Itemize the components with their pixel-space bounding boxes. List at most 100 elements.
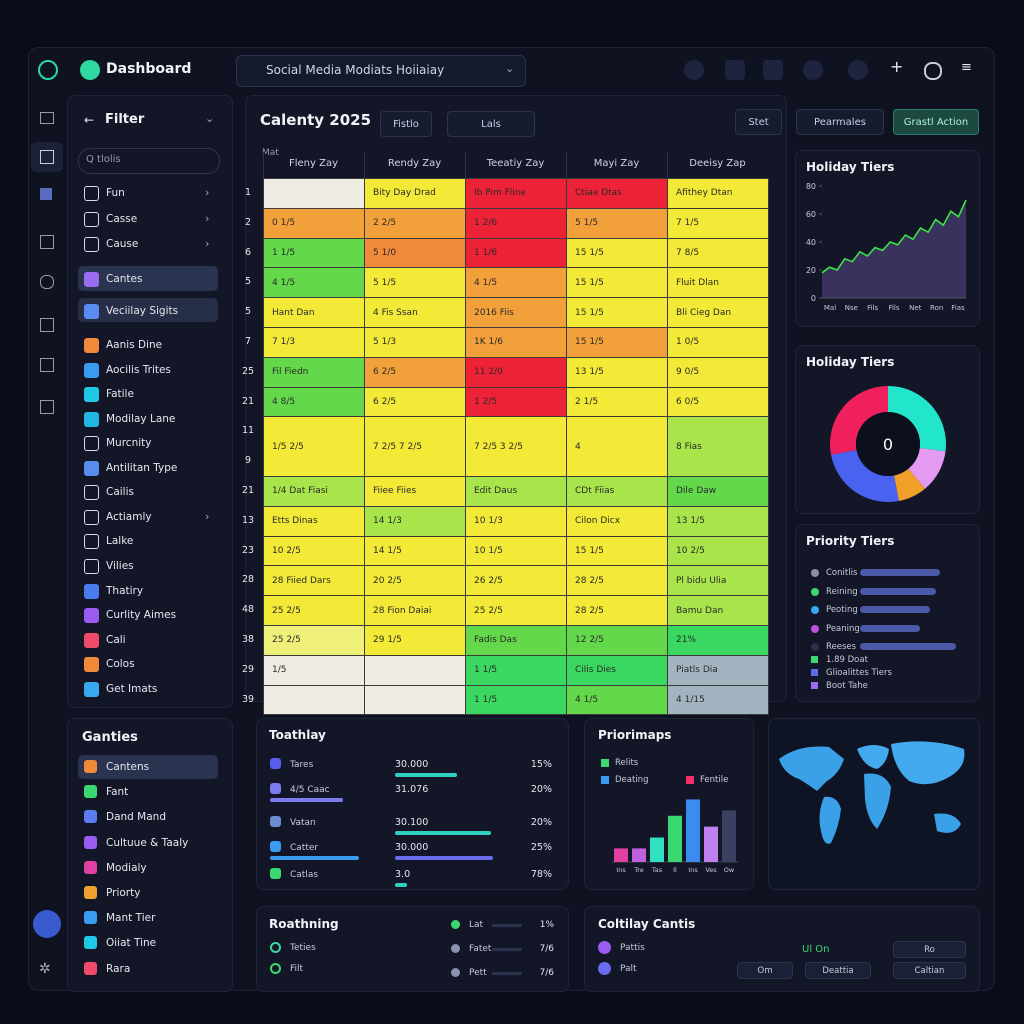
calendar-cell[interactable]: Cilon Dicx — [566, 505, 668, 537]
settings-icon[interactable]: ✲ — [39, 961, 51, 977]
header-icon[interactable] — [803, 60, 823, 80]
chip[interactable]: Om — [737, 962, 793, 979]
calendar-cell[interactable]: 28 2/5 — [566, 595, 668, 626]
filter-item[interactable]: Fun — [106, 187, 125, 199]
calendar-cell[interactable]: 21% — [667, 625, 769, 656]
calendar-cell[interactable]: Bli Cieg Dan — [667, 297, 769, 328]
filter-item[interactable]: Colos — [106, 658, 135, 671]
header-icon[interactable] — [763, 60, 783, 80]
header-icon[interactable] — [725, 60, 745, 80]
ganties-item[interactable]: Fant — [106, 786, 129, 799]
calendar-cell[interactable]: Fiiee Fiies — [364, 476, 466, 507]
filter-item[interactable]: Thatiry — [106, 584, 144, 597]
selected-row[interactable] — [78, 755, 218, 779]
calendar-cell[interactable]: 25 2/5 — [263, 625, 365, 656]
filter-item[interactable]: Vilies — [106, 559, 134, 572]
rail-icon[interactable] — [40, 112, 54, 124]
calendar-cell[interactable]: 5 1/0 — [364, 237, 466, 269]
calendar-cell[interactable]: 10 1/3 — [465, 505, 567, 537]
filter-item[interactable]: Casse — [106, 212, 138, 225]
rail-icon[interactable] — [40, 358, 54, 372]
filter-item[interactable]: Cailis — [106, 486, 134, 499]
calendar-cell[interactable]: 1 1/6 — [465, 237, 567, 269]
calendar-cell[interactable]: Pl bidu Ulia — [667, 565, 769, 597]
calendar-cell[interactable]: 13 1/5 — [566, 356, 668, 388]
calendar-cell[interactable]: 15 1/5 — [566, 267, 668, 299]
calendar-cell[interactable] — [263, 178, 365, 209]
calendar-cell[interactable]: 9 0/5 — [667, 356, 769, 388]
search-box[interactable] — [78, 148, 220, 174]
calendar-cell[interactable]: 10 2/5 — [263, 535, 365, 567]
calendar-cell[interactable]: 7 2/5 3 2/5 — [465, 416, 567, 477]
filter-item[interactable]: Actiamly — [106, 510, 152, 523]
filter-item[interactable]: Get Imats — [106, 682, 158, 695]
item-arrow[interactable]: › — [205, 186, 210, 199]
calendar-cell[interactable]: 1/4 Dat Fiasi — [263, 476, 365, 507]
calendar-cell[interactable]: Fluit Dlan — [667, 267, 769, 299]
calendar-cell[interactable] — [364, 684, 466, 716]
ganties-item[interactable]: Cultuue & Taaly — [106, 836, 189, 849]
ganties-item[interactable]: Cantens — [106, 761, 150, 773]
user-avatar[interactable] — [33, 910, 61, 938]
filter-item[interactable]: Modilay Lane — [106, 412, 176, 425]
calendar-cell[interactable]: 1 2/5 — [465, 386, 567, 418]
toolbar-button[interactable]: Fistlo — [380, 111, 432, 137]
chip[interactable]: Caltian — [893, 962, 966, 979]
calendar-cell[interactable]: 6 2/5 — [364, 356, 466, 388]
rail-active[interactable] — [31, 142, 63, 172]
calendar-cell[interactable]: 15 1/5 — [566, 327, 668, 358]
calendar-cell[interactable]: 1 1/5 — [465, 684, 567, 716]
calendar-cell[interactable]: 7 2/5 7 2/5 — [364, 416, 466, 477]
header-icon[interactable] — [924, 62, 942, 80]
item-arrow[interactable]: › — [205, 509, 210, 523]
calendar-cell[interactable] — [263, 684, 365, 716]
back-arrow[interactable]: ← — [84, 113, 95, 127]
calendar-cell[interactable]: 1 0/5 — [667, 327, 769, 358]
filter-item[interactable]: Veciilay Sigits — [106, 305, 179, 317]
ganties-item[interactable]: Oiiat Tine — [106, 937, 157, 950]
rail-icon[interactable] — [40, 188, 52, 200]
ganties-item[interactable]: Dand Mand — [106, 811, 166, 824]
calendar-cell[interactable]: 2 1/5 — [566, 386, 668, 418]
calendar-cell[interactable]: 4 1/5 — [465, 267, 567, 299]
calendar-cell[interactable]: Etts Dinas — [263, 505, 365, 537]
calendar-cell[interactable]: 7 8/5 — [667, 237, 769, 269]
calendar-cell[interactable]: Afithey Dtan — [667, 178, 769, 209]
calendar-cell[interactable]: 15 1/5 — [566, 297, 668, 328]
chip[interactable]: Deattia — [805, 962, 871, 979]
filter-item[interactable]: Lalke — [106, 535, 134, 548]
calendar-cell[interactable]: 25 2/5 — [465, 595, 567, 626]
calendar-cell[interactable]: 20 2/5 — [364, 565, 466, 597]
calendar-cell[interactable]: 4 Fis Ssan — [364, 297, 466, 328]
calendar-cell[interactable]: 25 2/5 — [263, 595, 365, 626]
calendar-cell[interactable]: 14 1/5 — [364, 535, 466, 567]
ganties-item[interactable]: Modialy — [106, 861, 147, 874]
calendar-cell[interactable]: 5 1/5 — [566, 207, 668, 239]
rail-icon[interactable] — [40, 318, 54, 332]
calendar-cell[interactable]: 28 Fion Daiai — [364, 595, 466, 626]
calendar-cell[interactable] — [364, 654, 466, 686]
calendar-cell[interactable]: 4 1/5 — [263, 267, 365, 299]
calendar-cell[interactable]: 6 2/5 — [364, 386, 466, 418]
page-dropdown[interactable] — [236, 55, 526, 87]
calendar-cell[interactable]: 4 8/5 — [263, 386, 365, 418]
calendar-cell[interactable]: 5 1/5 — [364, 267, 466, 299]
calendar-cell[interactable]: CDt Fiias — [566, 476, 668, 507]
calendar-cell[interactable]: 1 1/5 — [465, 654, 567, 686]
calendar-cell[interactable]: 7 1/5 — [667, 207, 769, 239]
calendar-cell[interactable]: Hant Dan — [263, 297, 365, 328]
toolbar-button[interactable]: Stet — [735, 109, 782, 135]
filter-item[interactable]: Cause — [106, 238, 139, 250]
calendar-cell[interactable]: 29 1/5 — [364, 625, 466, 656]
filter-item[interactable]: Antilitan Type — [106, 461, 178, 474]
filter-item[interactable]: Cali — [106, 633, 126, 646]
calendar-cell[interactable]: 2016 Fiis — [465, 297, 567, 328]
chip[interactable]: Ro — [893, 941, 966, 958]
item-arrow[interactable]: › — [205, 237, 210, 250]
header-icon[interactable] — [848, 60, 868, 80]
rail-icon[interactable] — [40, 150, 54, 164]
calendar-cell[interactable]: Ib Pim Fline — [465, 178, 567, 209]
calendar-cell[interactable]: Piatls Dia — [667, 654, 769, 686]
calendar-cell[interactable]: Fadis Das — [465, 625, 567, 656]
calendar-cell[interactable]: 8 Fias — [667, 416, 769, 477]
